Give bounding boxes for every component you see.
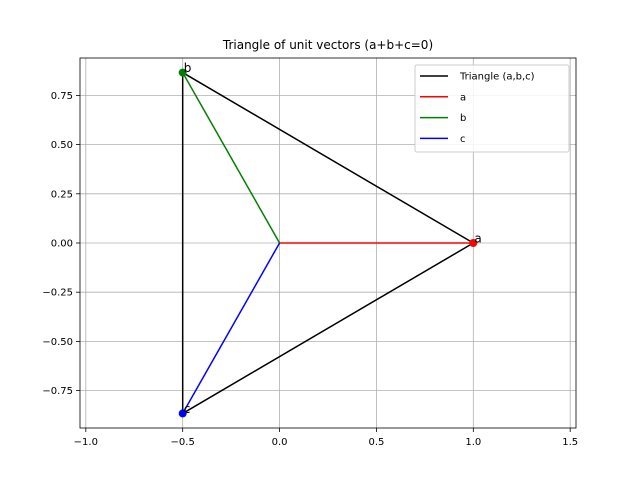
point-label-a: a: [474, 232, 481, 246]
series-line-triangle-a-b-c: [181, 71, 474, 415]
legend-label: Triangle (a,b,c): [459, 72, 535, 83]
point-label-c: c: [184, 402, 191, 416]
point-label-b: b: [184, 61, 192, 75]
y-tick-label: 0.25: [51, 189, 73, 200]
y-tick-label: −0.75: [42, 386, 73, 397]
y-tick-label: 0.00: [51, 239, 73, 250]
point-marker-a: [469, 239, 478, 247]
point-marker-c: [178, 409, 187, 418]
x-tick-label: 1.0: [465, 437, 481, 448]
legend-label: a: [460, 92, 466, 103]
x-tick-label: −0.5: [171, 437, 195, 448]
series-line-b: [182, 72, 281, 244]
y-tick-label: −0.50: [42, 337, 73, 348]
y-tick-label: −0.25: [42, 288, 73, 299]
x-tick-label: 1.5: [562, 437, 578, 448]
legend: Triangle (a,b,c) abc: [414, 64, 570, 153]
series-layer: [181, 71, 474, 415]
points-layer: abc: [178, 61, 482, 418]
chart-title: Triangle of unit vectors (a+b+c=0): [222, 38, 433, 52]
y-tick-label: 0.75: [51, 91, 73, 102]
legend-label: c: [460, 134, 466, 145]
series-line-c: [182, 242, 281, 414]
x-tick-label: 0.5: [368, 437, 384, 448]
x-tick-label: 0.0: [272, 437, 288, 448]
legend-box: [414, 64, 570, 153]
y-tick-label: 0.50: [51, 140, 73, 151]
point-marker-b: [178, 68, 187, 77]
x-tick-label: −1.0: [74, 437, 98, 448]
legend-label: b: [460, 113, 466, 124]
axis-ticks: −1.0 −0.5 0.0 0.5 1.0 1.5 −0.75 −0.50 −0.25 0.00 0…: [42, 91, 578, 448]
